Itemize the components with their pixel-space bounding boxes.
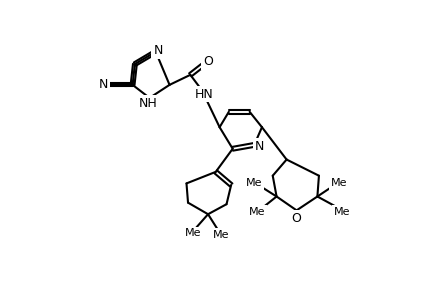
Text: O: O — [292, 212, 302, 224]
Text: Me: Me — [246, 178, 262, 188]
Text: N: N — [255, 140, 264, 153]
Text: Me: Me — [184, 229, 201, 238]
Text: Me: Me — [334, 207, 350, 217]
Text: Me: Me — [330, 178, 347, 188]
Text: Me: Me — [213, 230, 229, 240]
Text: HN: HN — [195, 88, 214, 101]
Text: Me: Me — [249, 207, 266, 217]
Text: O: O — [203, 55, 213, 68]
Text: N: N — [153, 44, 163, 57]
Text: N: N — [99, 78, 108, 91]
Text: NH: NH — [139, 97, 157, 110]
